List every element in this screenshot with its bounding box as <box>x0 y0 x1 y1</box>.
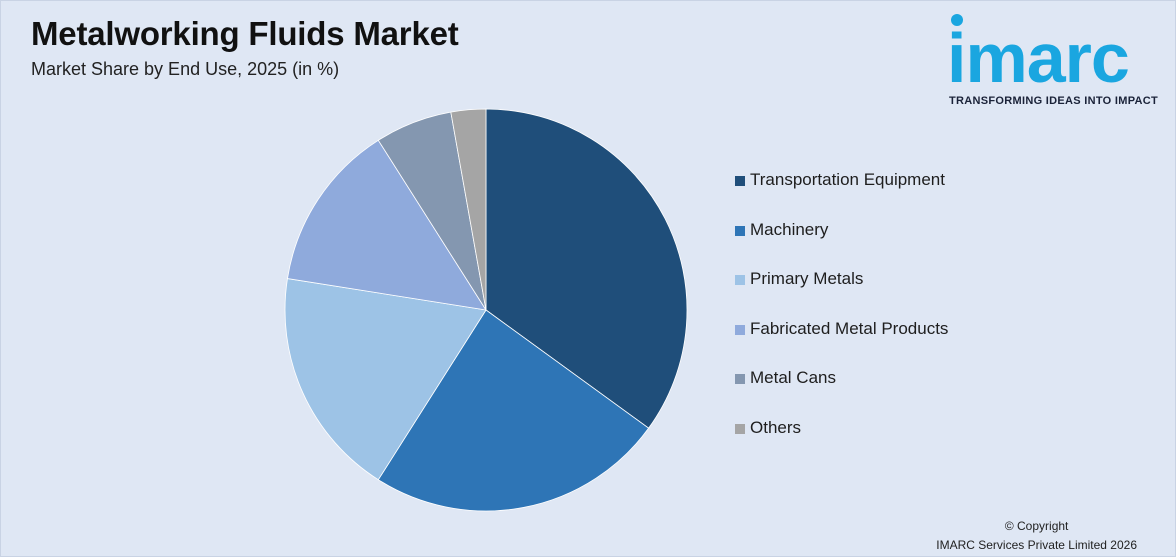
copyright-line-2: IMARC Services Private Limited 2026 <box>936 538 1137 552</box>
logo-tagline: TRANSFORMING IDEAS INTO IMPACT <box>949 95 1159 107</box>
chart-subtitle: Market Share by End Use, 2025 (in %) <box>31 59 340 79</box>
chart-title: Metalworking Fluids Market <box>31 15 459 52</box>
logo-wordmark: imarc <box>947 19 1130 97</box>
legend-label: Others <box>750 417 802 437</box>
legend-swatch <box>735 374 745 385</box>
legend-label: Fabricated Metal Products <box>750 318 949 338</box>
logo-dot-icon <box>951 14 963 26</box>
legend-label: Transportation Equipment <box>750 170 945 189</box>
copyright-notice: © Copyright IMARC Services Private Limit… <box>936 517 1137 555</box>
legend-swatch <box>735 275 745 286</box>
legend-swatch <box>735 225 745 236</box>
imarc-logo: imarc TRANSFORMING IDEAS INTO IMPACT <box>945 11 1173 111</box>
legend-swatch <box>735 423 745 434</box>
pie-slice-others <box>450 108 487 311</box>
pie-slice-transportation-equipment <box>485 108 688 429</box>
legend-label: Machinery <box>750 219 829 239</box>
pie-slice-machinery <box>377 309 650 512</box>
copyright-line-1: © Copyright <box>1004 519 1069 533</box>
legend-swatch <box>735 324 745 335</box>
legend-label: Metal Cans <box>750 368 836 388</box>
pie-slice-primary-metals <box>284 278 487 481</box>
legend-swatch <box>735 176 745 186</box>
pie-slice-fabricated-metal-products <box>287 139 487 311</box>
legend-label: Primary Metals <box>750 269 864 289</box>
